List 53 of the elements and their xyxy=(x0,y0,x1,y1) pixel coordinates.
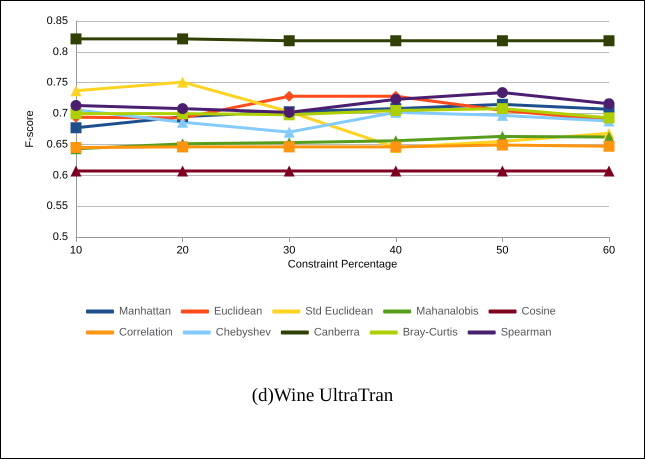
y-tick-label: 0.7 xyxy=(52,108,68,120)
point xyxy=(70,85,82,96)
text: (d)Wine UltraTran xyxy=(252,385,394,406)
point xyxy=(604,165,614,176)
y-tick-label: 0.65 xyxy=(46,138,68,150)
point xyxy=(604,98,614,110)
legend-label: Chebyshev xyxy=(216,326,272,338)
x-tick-label: 20 xyxy=(176,244,189,256)
point xyxy=(177,141,188,152)
legend-label: Cosine xyxy=(522,306,556,318)
point xyxy=(177,33,188,44)
legend-label: Correlation xyxy=(119,326,173,338)
point xyxy=(70,165,82,176)
point xyxy=(284,165,295,176)
point xyxy=(496,140,508,151)
legend-label: Std Euclidean xyxy=(305,306,374,318)
point xyxy=(604,140,614,152)
y-tick-label: 0.8 xyxy=(52,46,68,58)
y-tick-label: 0.5 xyxy=(52,231,68,243)
point xyxy=(177,76,188,88)
point xyxy=(496,87,508,98)
x-tick-label: 30 xyxy=(283,244,296,256)
y-tick-label: 0.55 xyxy=(46,200,68,212)
y-tick-label: 0.85 xyxy=(46,15,68,27)
point xyxy=(70,100,82,112)
x-tick-label: 10 xyxy=(70,244,82,256)
legend-label: Euclidean xyxy=(214,306,262,318)
legend-label: Mahanalobis xyxy=(416,306,480,318)
legend-label: Canberra xyxy=(314,326,361,338)
y-tick-label: 0.6 xyxy=(52,169,68,182)
point xyxy=(177,165,188,176)
point xyxy=(496,35,508,46)
legend-label: Bray-Curtis xyxy=(402,326,458,338)
point xyxy=(496,165,508,176)
point xyxy=(390,94,402,105)
legend-label: Spearman xyxy=(500,326,552,338)
point xyxy=(284,90,295,102)
x-tick-label: 40 xyxy=(390,244,402,256)
point xyxy=(284,126,295,138)
point xyxy=(390,165,402,176)
point xyxy=(284,35,295,46)
point xyxy=(284,141,295,152)
point xyxy=(70,33,82,44)
legend-label: Manhattan xyxy=(119,306,171,318)
y-tick-label: 0.75 xyxy=(46,76,68,89)
x-tick-label: 50 xyxy=(496,244,509,256)
point xyxy=(177,103,188,114)
x-axis-title: Constraint Percentage xyxy=(288,258,398,270)
point xyxy=(604,35,614,46)
point xyxy=(390,35,402,46)
y-axis-title: F-score xyxy=(24,110,36,148)
x-tick-label: 60 xyxy=(602,244,616,256)
point xyxy=(70,122,82,134)
